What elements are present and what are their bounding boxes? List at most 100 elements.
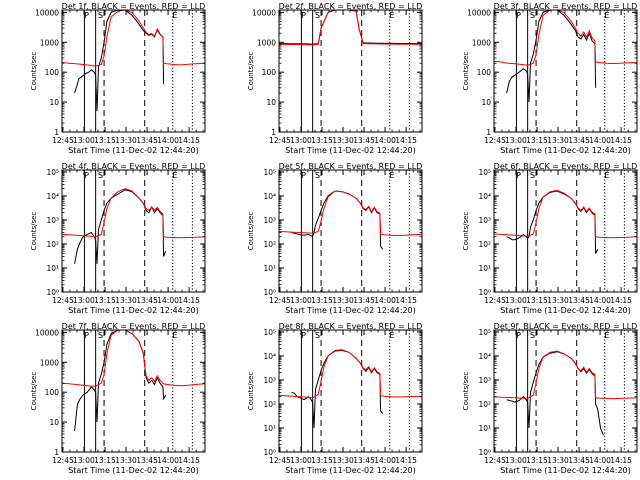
y-tick-label: 10¹ (263, 424, 276, 433)
marker-label: S (315, 11, 320, 20)
x-tick-label: 13:15 (526, 456, 548, 465)
x-tick-label: 13:45 (353, 456, 375, 465)
panel-5: 10⁰ 10¹ 10² 10³ 10⁴ 10⁵ 12:45 13:00 13:15 13:30 13… (247, 162, 423, 315)
events-series-line (291, 190, 384, 250)
x-axis-label: Start Time (11-Dec-02 12:44:20) (500, 466, 631, 475)
panel-9: 10⁰ 10¹ 10² 10³ 10⁴ 10⁵ 12:45 13:00 13:15 13:30 13… (462, 322, 638, 475)
x-tick-label: 13:15 (311, 456, 333, 465)
x-tick-label: 14:00 (374, 456, 396, 465)
marker-label: E (389, 171, 394, 180)
y-tick-label: 10000 (467, 8, 491, 17)
x-tick-label: 13:00 (73, 456, 95, 465)
marker-label: P (84, 171, 89, 180)
lld-series-line (61, 9, 206, 67)
marker-label: S (530, 11, 535, 20)
marker-label: E (604, 331, 609, 340)
plot-frame (61, 9, 206, 133)
x-axis-label: Start Time (11-Dec-02 12:44:20) (68, 146, 199, 155)
marker-label: P (301, 11, 306, 20)
panel-2: 1 10 100 1000 10000 12:45 13:00 13:15 13:30 13:45… (247, 2, 423, 155)
y-tick-label: 10¹ (478, 424, 491, 433)
plot-frame (493, 169, 638, 293)
events-series-line (74, 329, 167, 432)
y-tick-label: 10⁴ (478, 352, 491, 361)
x-tick-label: 14:00 (589, 296, 611, 305)
x-tick-label: 13:00 (505, 296, 527, 305)
lld-series-line (61, 329, 206, 387)
marker-label: S (530, 171, 535, 180)
marker-label: E (604, 11, 609, 20)
marker-label: S (98, 11, 103, 20)
x-tick-label: 13:00 (290, 296, 312, 305)
y-tick-label: 1000 (472, 38, 491, 47)
plot-frame (278, 169, 423, 293)
x-tick-label: 13:30 (332, 456, 354, 465)
panel-title: Det 7f, BLACK = Events, RED = LLD (62, 322, 206, 331)
x-tick-label: 13:45 (136, 456, 158, 465)
y-tick-label: 1000 (40, 38, 59, 47)
x-tick-label: 14:15 (610, 296, 632, 305)
x-tick-label: 12:45 (52, 136, 74, 145)
y-tick-label: 10000 (252, 8, 276, 17)
marker-label: E (389, 331, 394, 340)
x-tick-label: 14:15 (395, 296, 417, 305)
y-tick-label: 10⁴ (478, 192, 491, 201)
x-tick-label: 13:30 (115, 456, 137, 465)
marker-label: E (389, 11, 394, 20)
x-axis-label: Start Time (11-Dec-02 12:44:20) (500, 146, 631, 155)
marker-label: E (172, 171, 177, 180)
y-tick-label: 10⁰ (263, 288, 276, 297)
x-tick-label: 13:30 (115, 296, 137, 305)
y-tick-label: 10⁰ (478, 448, 491, 457)
x-tick-label: 13:00 (505, 136, 527, 145)
marker-label: S (530, 331, 535, 340)
events-series-line (74, 189, 167, 264)
marker-label: P (301, 331, 306, 340)
x-tick-label: 12:45 (269, 296, 291, 305)
y-tick-label: 10 (481, 98, 491, 107)
events-series-line (291, 349, 384, 429)
y-tick-label: 10 (49, 98, 59, 107)
x-axis-label: Start Time (11-Dec-02 12:44:20) (68, 466, 199, 475)
y-tick-label: 10¹ (263, 264, 276, 273)
x-tick-label: 12:45 (269, 456, 291, 465)
plot-frame (61, 329, 206, 453)
x-axis-label: Start Time (11-Dec-02 12:44:20) (285, 146, 416, 155)
y-tick-label: 100 (45, 68, 60, 77)
y-axis-label: Counts/sec (30, 372, 38, 411)
y-tick-label: 10² (263, 400, 276, 409)
x-tick-label: 14:00 (157, 456, 179, 465)
y-tick-label: 10³ (46, 216, 59, 225)
y-tick-label: 10⁴ (263, 192, 276, 201)
panel-title: Det 1f, BLACK = Events, RED = LLD (62, 2, 206, 11)
x-tick-label: 13:45 (568, 296, 590, 305)
y-tick-label: 10² (46, 240, 59, 249)
y-tick-label: 10⁵ (263, 328, 276, 337)
lld-series-line (278, 190, 423, 237)
x-tick-label: 12:45 (484, 136, 506, 145)
y-tick-label: 10⁰ (46, 288, 59, 297)
x-tick-label: 13:15 (526, 136, 548, 145)
x-tick-label: 13:00 (290, 136, 312, 145)
x-tick-label: 14:00 (157, 296, 179, 305)
events-series-line (506, 351, 604, 436)
plot-frame (61, 169, 206, 293)
x-axis-label: Start Time (11-Dec-02 12:44:20) (285, 306, 416, 315)
y-tick-label: 1000 (40, 358, 59, 367)
x-tick-label: 14:00 (589, 136, 611, 145)
y-tick-label: 10000 (35, 328, 59, 337)
y-tick-label: 10² (263, 240, 276, 249)
lld-series-line (493, 9, 638, 66)
y-tick-label: 10⁵ (263, 168, 276, 177)
x-tick-label: 13:15 (526, 296, 548, 305)
lld-series-line (278, 349, 423, 399)
y-tick-label: 1 (271, 128, 276, 137)
y-axis-label: Counts/sec (247, 212, 255, 251)
x-axis-label: Start Time (11-Dec-02 12:44:20) (68, 306, 199, 315)
x-tick-label: 12:45 (52, 296, 74, 305)
panel-4: 10⁰ 10¹ 10² 10³ 10⁴ 10⁵ 12:45 13:00 13:15 13:30 13… (30, 162, 206, 315)
y-tick-label: 10000 (35, 8, 59, 17)
marker-label: E (172, 331, 177, 340)
plot-frame (278, 329, 423, 453)
x-tick-label: 13:45 (568, 136, 590, 145)
